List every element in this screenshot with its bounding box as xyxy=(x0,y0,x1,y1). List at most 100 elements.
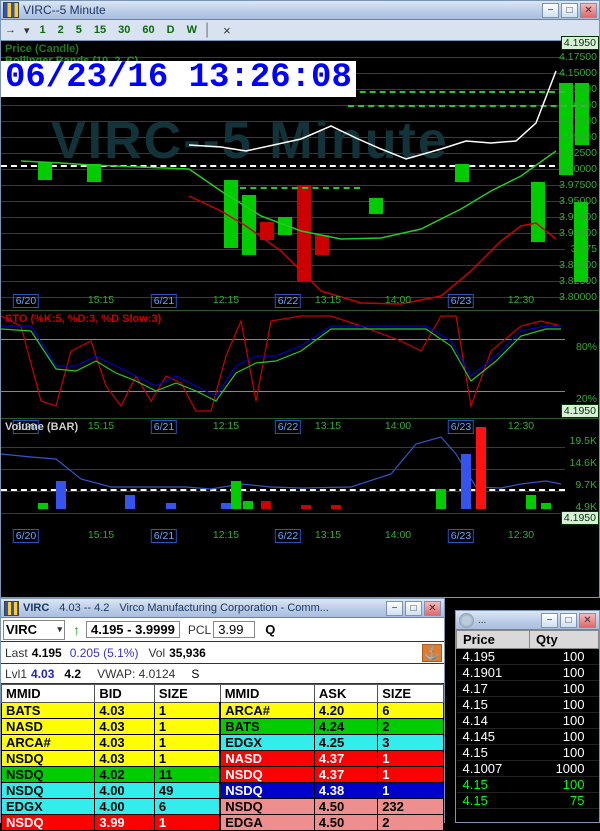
x-axis-label[interactable]: 6/22 xyxy=(275,529,301,543)
x-axis-label[interactable]: 12:15 xyxy=(213,294,239,306)
x-axis-label[interactable]: 14:00 xyxy=(385,420,411,432)
anchor-icon[interactable]: ⚓ xyxy=(422,644,442,662)
pq-price: 4.1007 xyxy=(457,761,530,777)
pcl-label: PCL xyxy=(188,623,211,637)
price-tick: 4.17500 xyxy=(559,51,597,63)
bid-price: 4.03 xyxy=(95,735,155,751)
table-row[interactable]: 4.15 75 xyxy=(457,793,599,809)
table-row[interactable]: EDGX 4.00 6 NSDQ 4.50 232 xyxy=(2,799,444,815)
x-axis-label[interactable]: 6/22 xyxy=(275,294,301,308)
period-button-5[interactable]: 5 xyxy=(70,24,88,36)
x-axis-label[interactable]: 6/20 xyxy=(13,294,39,308)
close-button[interactable]: ✕ xyxy=(580,3,597,18)
pq-qty: 1000 xyxy=(530,761,599,777)
table-row[interactable]: NSDQ 4.03 1 NASD 4.37 1 xyxy=(2,751,444,767)
x-axis-label[interactable]: 15:15 xyxy=(88,529,114,541)
x-axis-label[interactable]: 15:15 xyxy=(88,420,114,432)
table-row[interactable]: 4.15 100 xyxy=(457,745,599,761)
x-axis-label[interactable]: 12:30 xyxy=(508,294,534,306)
x-axis-label[interactable]: 12:30 xyxy=(508,529,534,541)
table-row[interactable]: NSDQ 4.02 11 NSDQ 4.37 1 xyxy=(2,767,444,783)
x-axis-label[interactable]: 12:15 xyxy=(213,420,239,432)
lvl1-bid-value: 4.03 xyxy=(31,667,54,681)
period-button-60[interactable]: 60 xyxy=(136,24,160,36)
maximize-button[interactable]: □ xyxy=(561,3,578,18)
x-axis-label[interactable]: 14:00 xyxy=(385,294,411,306)
period-button-2[interactable]: 2 xyxy=(52,24,70,36)
ask-mmid: NSDQ xyxy=(220,783,314,799)
nav-arrow-icon[interactable]: → xyxy=(1,24,20,36)
quote-minimize-button[interactable]: − xyxy=(386,601,403,616)
main-window-titlebar: VIRC--5 Minute − □ ✕ xyxy=(1,1,599,20)
table-row[interactable]: 4.15 100 xyxy=(457,777,599,793)
table-row[interactable]: 4.14 100 xyxy=(457,713,599,729)
x-axis-label[interactable]: 6/21 xyxy=(151,294,177,308)
price-tick: 4.05000 xyxy=(559,131,597,143)
price-axis: 4.1950 4.17500 4.15000 4.12500 4.10000 4… xyxy=(543,41,599,310)
dropdown-chevron-icon[interactable]: ▾ xyxy=(20,24,34,37)
minimize-button[interactable]: − xyxy=(542,3,559,18)
period-button-15[interactable]: 15 xyxy=(88,24,112,36)
x-axis-label[interactable]: 15:15 xyxy=(88,294,114,306)
period-button-1[interactable]: 1 xyxy=(34,24,52,36)
quote-last-row: Last 4.195 0.205 (5.1%) Vol 35,936 ⚓ xyxy=(1,642,444,664)
period-button-w[interactable]: W xyxy=(181,24,203,36)
bid-price: 4.03 xyxy=(95,719,155,735)
bid-mmid: NSDQ xyxy=(2,767,95,783)
app-icon xyxy=(3,2,19,18)
symbol-dropdown-chevron-icon[interactable]: ▾ xyxy=(57,624,62,635)
table-row[interactable]: NASD 4.03 1 BATS 4.24 2 xyxy=(2,719,444,735)
ask-mmid: BATS xyxy=(220,719,314,735)
price-qty-window: ... − □ ✕ Price Qty 4.195 100 4.1901 100 4… xyxy=(455,610,600,823)
x-axis-label[interactable]: 6/21 xyxy=(151,529,177,543)
bid-size: 6 xyxy=(154,799,220,815)
table-row[interactable]: 4.195 100 xyxy=(457,649,599,665)
period-button-d[interactable]: D xyxy=(161,24,181,36)
x-axis-label[interactable]: 6/22 xyxy=(275,420,301,434)
pcl-value-box[interactable]: 3.99 xyxy=(213,621,255,638)
s-label: S xyxy=(191,667,199,681)
table-row[interactable]: 4.1901 100 xyxy=(457,665,599,681)
price-tick: 4.07500 xyxy=(559,115,597,127)
quote-window-bidask-title: 4.03 -- 4.2 xyxy=(59,602,109,614)
ask-price: 4.20 xyxy=(314,703,377,719)
pq-minimize-button[interactable]: − xyxy=(541,613,558,628)
x-axis-label[interactable]: 6/23 xyxy=(448,420,474,434)
x-axis-label[interactable]: 12:30 xyxy=(508,420,534,432)
table-row[interactable]: 4.145 100 xyxy=(457,729,599,745)
table-row[interactable]: 4.15 100 xyxy=(457,697,599,713)
pq-price-header: Price xyxy=(457,631,530,649)
quote-close-button[interactable]: ✕ xyxy=(424,601,441,616)
x-axis-label[interactable]: 6/23 xyxy=(448,529,474,543)
table-row[interactable]: ARCA# 4.03 1 EDGX 4.25 3 xyxy=(2,735,444,751)
price-qty-table[interactable]: Price Qty 4.195 100 4.1901 100 4.17 100 4.1… xyxy=(456,630,599,809)
vwap-label: VWAP: 4.0124 xyxy=(97,667,175,681)
x-axis-label[interactable]: 13:15 xyxy=(315,529,341,541)
price-legend-label: Price (Candle) xyxy=(5,43,79,55)
ask-price: 4.37 xyxy=(314,751,377,767)
table-row[interactable]: 4.17 100 xyxy=(457,681,599,697)
pq-price: 4.1901 xyxy=(457,665,530,681)
level2-table[interactable]: MMID BID SIZE MMID ASK SIZE BATS 4.03 1 … xyxy=(1,684,444,831)
pq-maximize-button[interactable]: □ xyxy=(560,613,577,628)
table-row[interactable]: 4.1007 1000 xyxy=(457,761,599,777)
price-tick: 3.85000 xyxy=(559,259,597,271)
x-axis-label[interactable]: 6/21 xyxy=(151,420,177,434)
x-axis-label[interactable]: 14:00 xyxy=(385,529,411,541)
period-button-30[interactable]: 30 xyxy=(112,24,136,36)
clear-chart-icon[interactable]: × xyxy=(215,23,239,38)
bid-size: 1 xyxy=(154,735,220,751)
quote-maximize-button[interactable]: □ xyxy=(405,601,422,616)
sto-tick-80: 80% xyxy=(576,341,597,353)
table-row[interactable]: NSDQ 4.00 49 NSDQ 4.38 1 xyxy=(2,783,444,799)
x-axis-label[interactable]: 6/20 xyxy=(13,529,39,543)
x-axis-label[interactable]: 12:15 xyxy=(213,529,239,541)
x-axis-label[interactable]: 13:15 xyxy=(315,420,341,432)
table-row[interactable]: BATS 4.03 1 ARCA# 4.20 6 xyxy=(2,703,444,719)
x-axis-label[interactable]: 6/23 xyxy=(448,294,474,308)
pq-close-button[interactable]: ✕ xyxy=(579,613,596,628)
x-axis-label[interactable]: 13:15 xyxy=(315,294,341,306)
price-tick: 4.02500 xyxy=(559,147,597,159)
symbol-dropdown[interactable]: VIRC ▾ xyxy=(3,620,65,640)
bidask-range-box[interactable]: 4.195 - 3.9999 xyxy=(86,621,180,638)
